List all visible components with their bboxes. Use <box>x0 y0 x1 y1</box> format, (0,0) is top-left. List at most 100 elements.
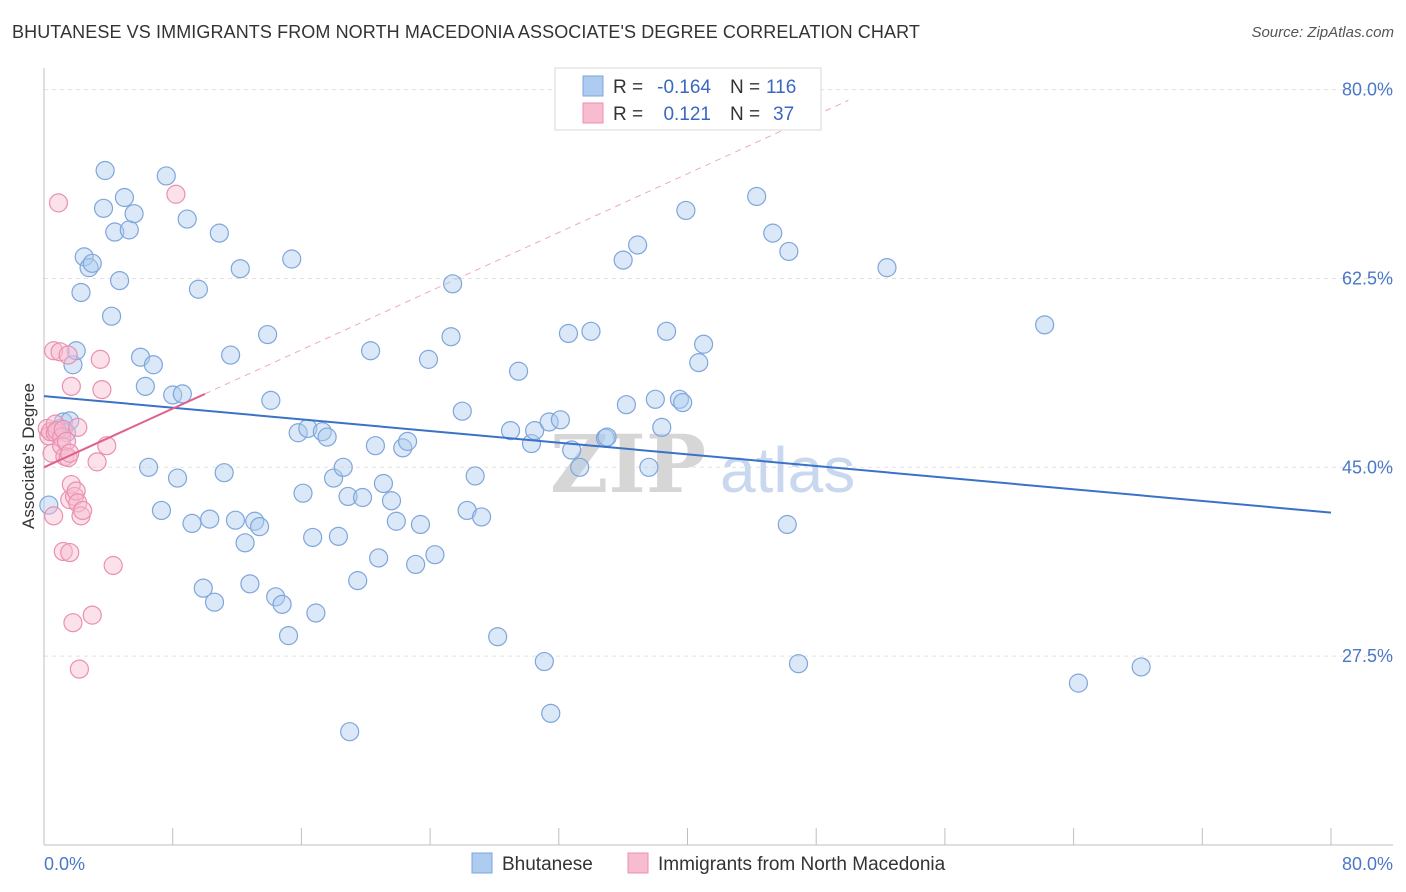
point-bhutanese <box>95 160 115 181</box>
point-bhutanese <box>639 457 659 477</box>
stats-n-value-2: 37 <box>773 104 794 125</box>
point-bhutanese <box>693 334 714 354</box>
point-bhutanese <box>348 571 368 591</box>
stats-n-label-1: N = <box>730 77 760 98</box>
point-bhutanese <box>656 321 677 341</box>
point-north-macedonia <box>73 500 93 521</box>
point-bhutanese <box>93 198 114 218</box>
point-bhutanese <box>365 436 386 456</box>
point-bhutanese <box>465 466 485 486</box>
point-north-macedonia <box>87 452 107 472</box>
stats-swatch-pink <box>582 102 604 124</box>
point-bhutanese <box>282 249 302 269</box>
point-bhutanese <box>373 473 394 494</box>
trend-line-north-macedonia <box>43 392 206 469</box>
point-north-macedonia <box>44 506 64 526</box>
point-bhutanese <box>266 587 286 607</box>
point-bhutanese <box>562 440 582 460</box>
point-bhutanese <box>101 306 122 326</box>
point-bhutanese <box>788 654 809 674</box>
point-north-macedonia <box>82 605 102 625</box>
stats-swatch-blue <box>582 75 604 97</box>
point-bhutanese <box>235 533 255 553</box>
point-bhutanese <box>1131 657 1151 677</box>
chart-title: BHUTANESE VS IMMIGRANTS FROM NORTH MACED… <box>12 22 920 42</box>
trend-line-bhutanese <box>43 395 1332 514</box>
point-bhutanese <box>550 410 571 430</box>
point-bhutanese <box>249 517 270 537</box>
point-bhutanese <box>508 361 529 381</box>
point-bhutanese <box>272 594 292 614</box>
stats-n-value-1: 116 <box>766 77 796 98</box>
y-tick-label: 62.5% <box>1342 268 1393 288</box>
trend-extension <box>204 99 849 395</box>
point-bhutanese <box>534 651 554 672</box>
point-bhutanese <box>317 427 337 447</box>
point-bhutanese <box>110 270 130 291</box>
point-bhutanese <box>204 592 225 612</box>
point-bhutanese <box>209 223 229 243</box>
point-bhutanese <box>39 495 59 515</box>
point-bhutanese <box>613 250 633 270</box>
point-north-macedonia <box>90 349 110 369</box>
point-bhutanese <box>689 353 709 373</box>
watermark: ZIP atlas <box>550 417 855 511</box>
point-bhutanese <box>581 321 601 341</box>
point-bhutanese <box>1068 673 1089 693</box>
point-bhutanese <box>143 355 163 375</box>
grid-lines <box>44 89 1393 657</box>
point-bhutanese <box>119 220 139 240</box>
point-bhutanese <box>652 417 672 437</box>
point-bhutanese <box>673 392 693 413</box>
point-bhutanese <box>323 468 344 488</box>
point-bhutanese <box>240 574 260 594</box>
point-bhutanese <box>258 324 278 345</box>
point-bhutanese <box>369 548 389 568</box>
point-bhutanese <box>293 483 313 503</box>
watermark-zip: ZIP <box>550 417 706 511</box>
point-bhutanese <box>410 514 431 535</box>
point-north-macedonia <box>58 345 78 365</box>
y-tick-label: 45.0% <box>1342 457 1393 477</box>
point-bhutanese <box>71 282 91 303</box>
point-bhutanese <box>135 376 155 396</box>
point-bhutanese <box>221 345 241 365</box>
point-bhutanese <box>182 513 202 534</box>
point-bhutanese <box>193 578 213 598</box>
point-bhutanese <box>488 627 508 647</box>
point-bhutanese <box>303 527 323 548</box>
point-bhutanese <box>261 390 281 410</box>
stats-r-label-1: R = <box>613 77 643 98</box>
point-bhutanese <box>63 355 83 375</box>
point-north-macedonia <box>60 542 80 563</box>
point-bhutanese <box>500 421 521 441</box>
point-north-macedonia <box>68 417 88 437</box>
point-bhutanese <box>541 703 561 723</box>
point-bhutanese <box>418 349 439 369</box>
point-bhutanese <box>471 507 492 527</box>
point-bhutanese <box>628 235 648 255</box>
x-tick-label-max: 80.0% <box>1342 854 1393 874</box>
trend-extension-north-macedonia <box>204 99 849 395</box>
y-tick-label: 80.0% <box>1342 80 1393 100</box>
point-bhutanese <box>360 341 381 361</box>
point-bhutanese <box>352 487 373 508</box>
point-bhutanese <box>333 457 353 477</box>
point-bhutanese <box>397 431 418 451</box>
series-legend: Bhutanese Immigrants from North Macedoni… <box>471 852 946 875</box>
point-bhutanese <box>406 554 426 575</box>
point-bhutanese <box>172 384 192 404</box>
point-bhutanese <box>381 491 402 511</box>
point-bhutanese <box>558 323 579 344</box>
point-bhutanese <box>328 526 349 546</box>
point-north-macedonia <box>48 193 69 213</box>
point-bhutanese <box>425 545 445 565</box>
point-north-macedonia <box>69 659 89 679</box>
watermark-atlas: atlas <box>720 434 855 506</box>
point-bhutanese <box>225 510 246 530</box>
point-bhutanese <box>200 509 220 529</box>
source-credit: Source: ZipAtlas.com <box>1251 24 1394 41</box>
point-bhutanese <box>779 241 799 262</box>
point-bhutanese <box>676 200 696 221</box>
